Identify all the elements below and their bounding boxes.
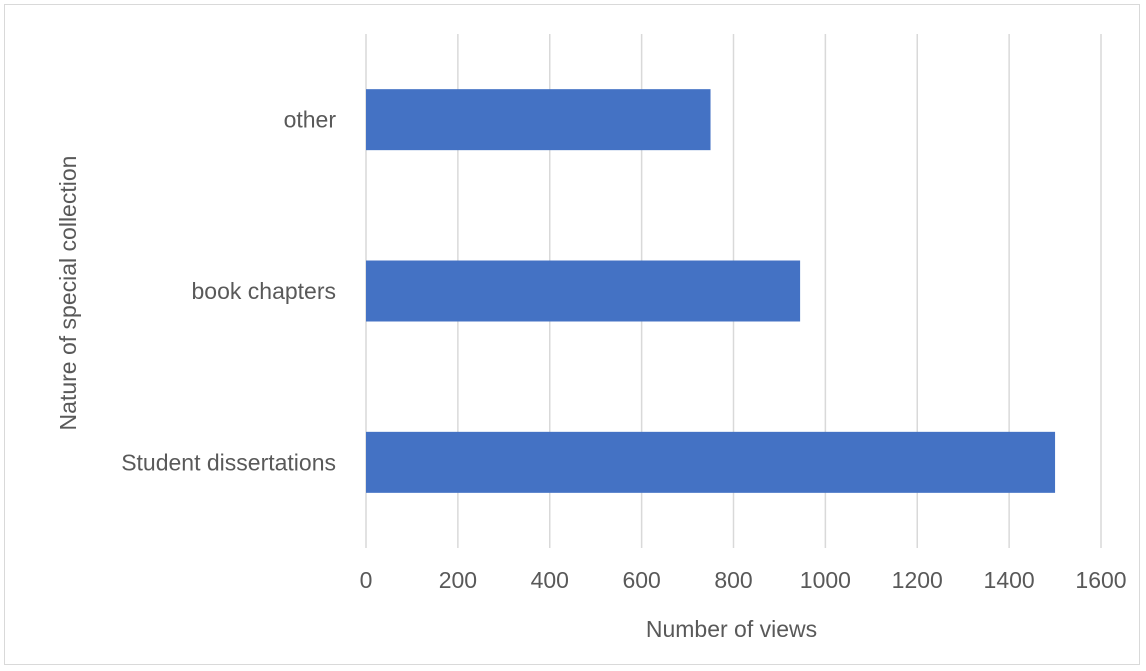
y-category-label: book chapters	[192, 278, 336, 304]
bar	[366, 89, 711, 151]
x-tick-label: 800	[714, 567, 752, 593]
bar	[366, 431, 1056, 493]
y-category-label: other	[284, 107, 337, 133]
bar	[366, 260, 801, 322]
x-tick-label: 1600	[1075, 567, 1126, 593]
bars	[366, 89, 1056, 493]
y-axis-category-labels: Student dissertations book chapters other	[121, 107, 336, 476]
x-tick-label: 1200	[892, 567, 943, 593]
x-axis-title: Number of views	[646, 616, 817, 642]
x-tick-label: 400	[531, 567, 569, 593]
x-tick-label: 600	[622, 567, 660, 593]
x-tick-label: 1400	[984, 567, 1035, 593]
x-tick-label: 0	[360, 567, 373, 593]
x-tick-label: 200	[439, 567, 477, 593]
x-tick-label: 1000	[800, 567, 851, 593]
y-axis-title: Nature of special collection	[55, 156, 81, 431]
y-category-label: Student dissertations	[121, 449, 336, 475]
x-axis-tick-labels: 0 200 400 600 800 1000 1200 1400 1600	[360, 567, 1127, 593]
